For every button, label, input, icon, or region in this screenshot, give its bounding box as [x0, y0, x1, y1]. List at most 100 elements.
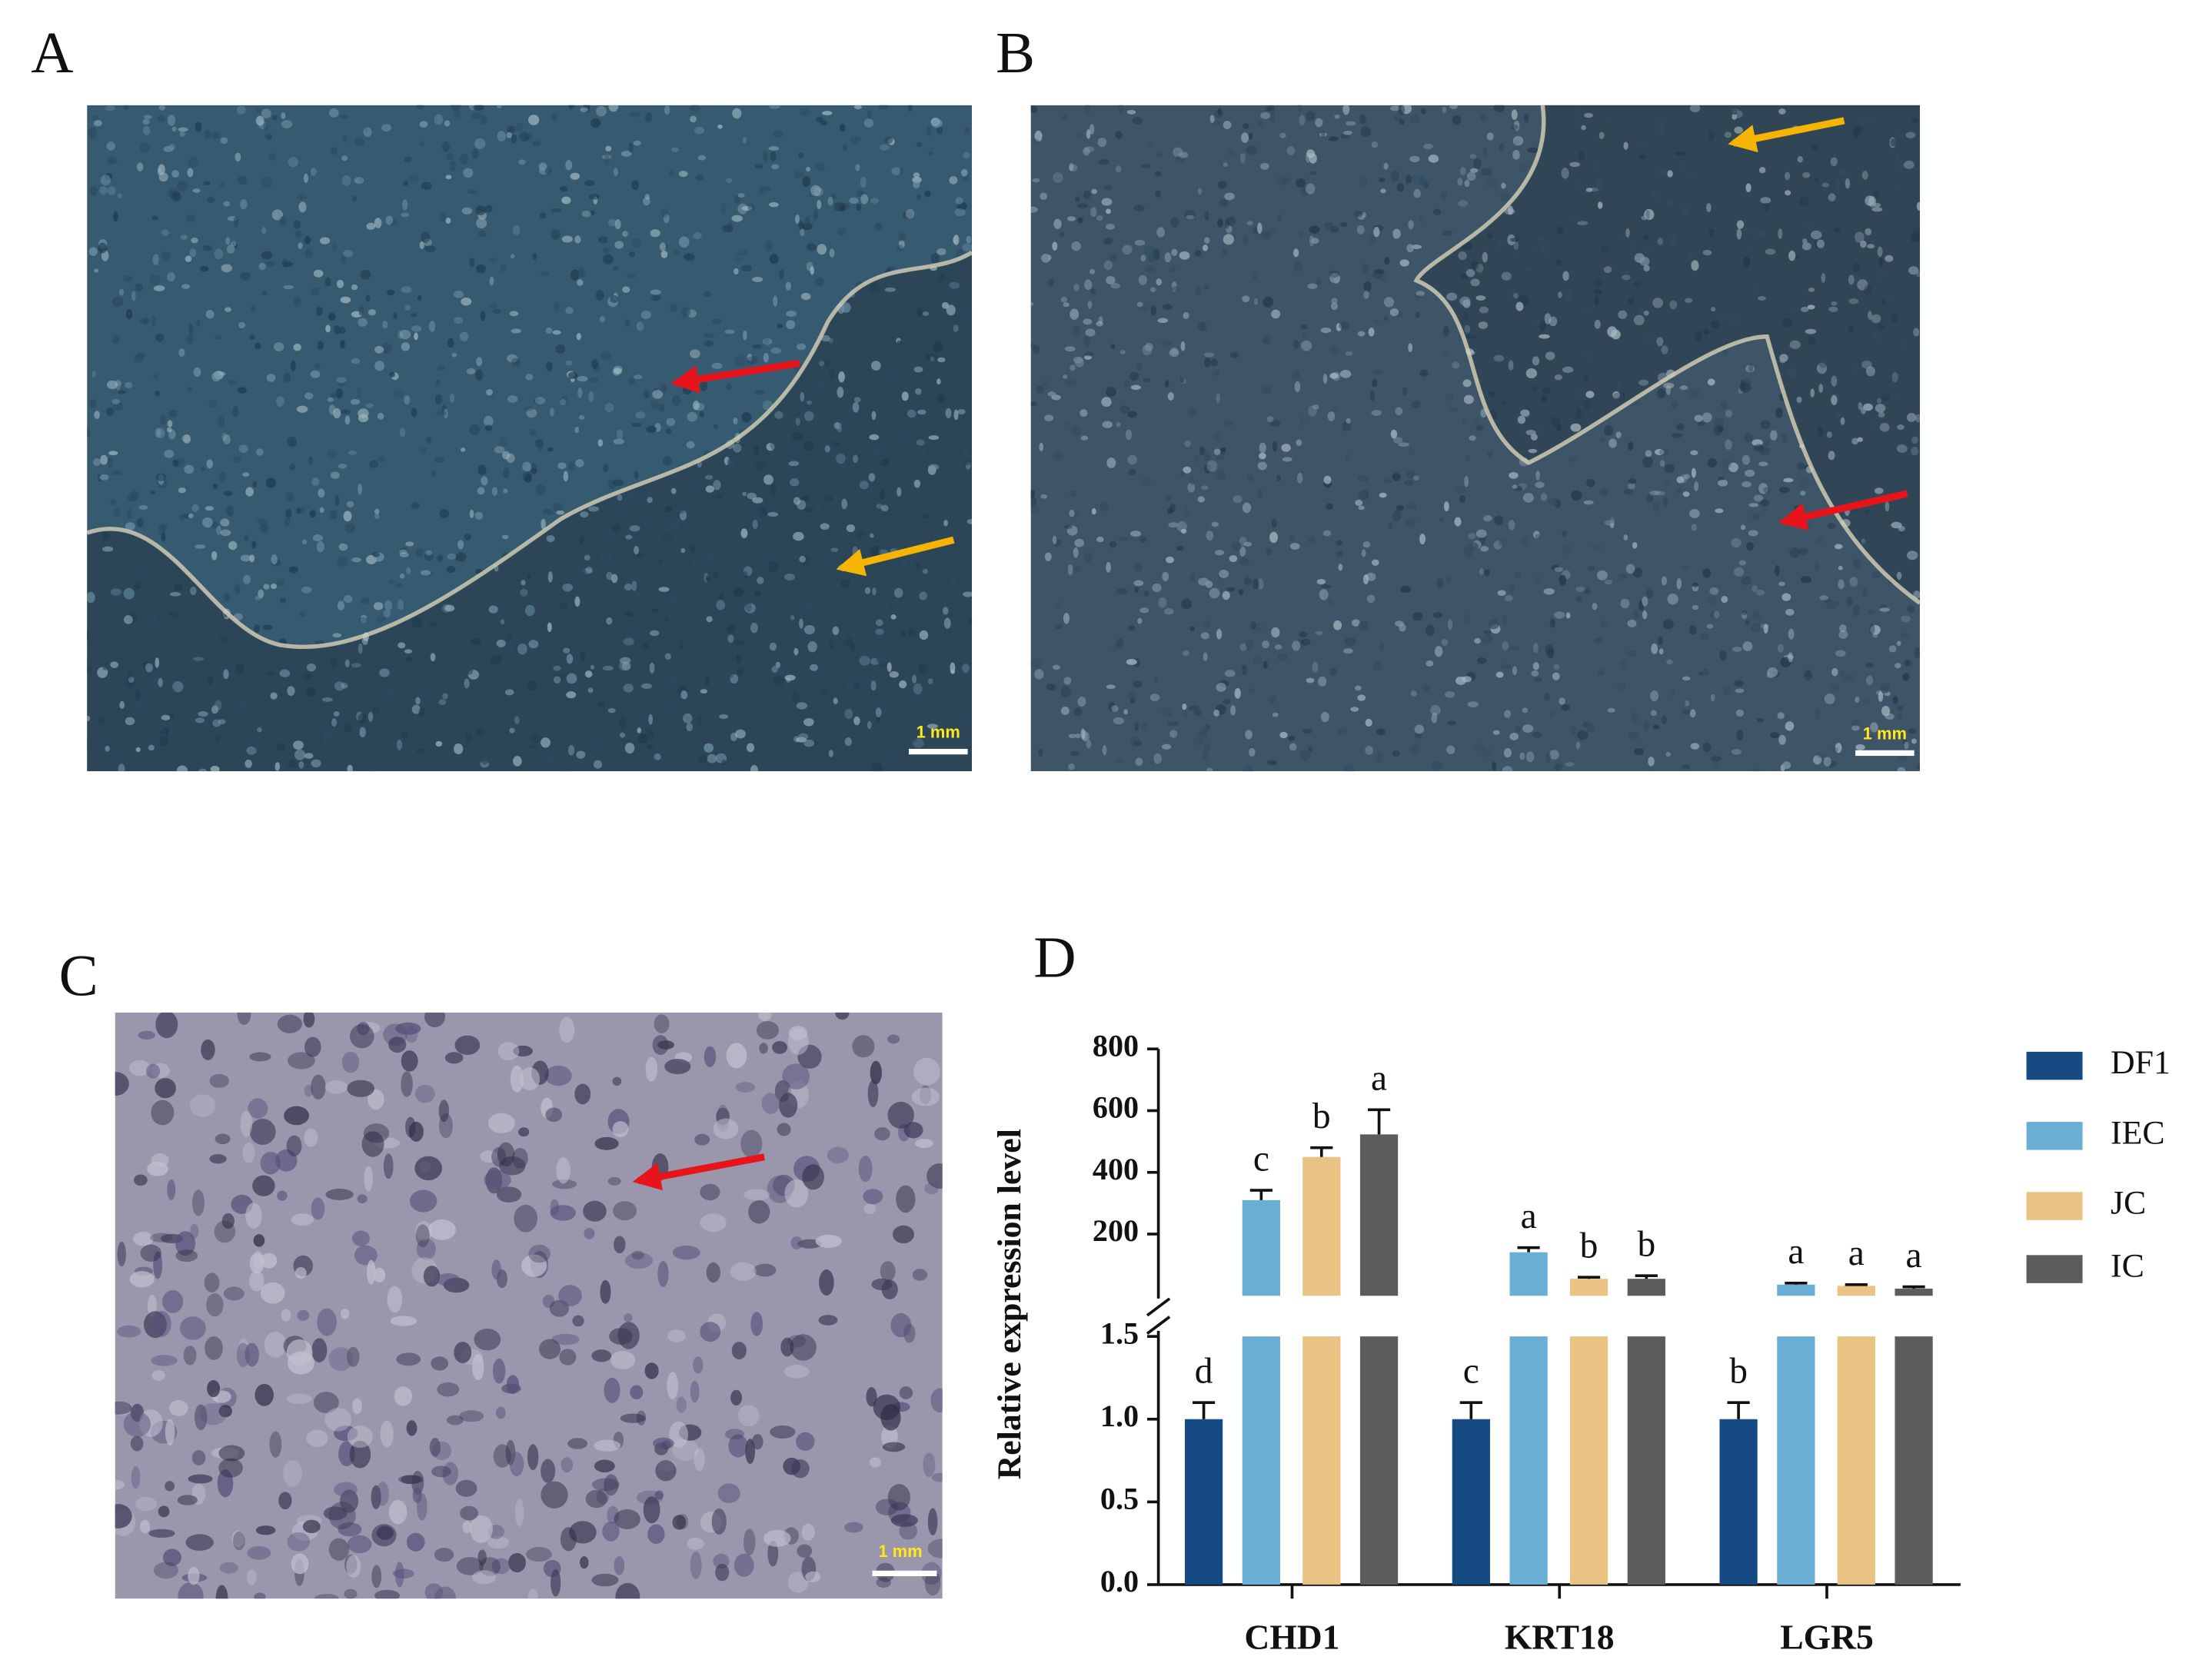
- cell: [1555, 259, 1562, 267]
- cell: [328, 1501, 356, 1530]
- cell: [513, 756, 522, 767]
- cell: [1897, 713, 1903, 720]
- cell: [1848, 325, 1855, 333]
- cell: [1307, 536, 1316, 544]
- cell: [1444, 690, 1455, 698]
- cell: [1835, 179, 1841, 189]
- cell: [899, 1522, 918, 1540]
- cell: [820, 334, 830, 342]
- cell: [1723, 687, 1732, 696]
- cell: [519, 131, 530, 142]
- cell: [704, 291, 711, 298]
- cell: [697, 155, 707, 161]
- cell: [791, 431, 803, 441]
- cell: [89, 186, 98, 196]
- cell: [1217, 571, 1224, 580]
- cell: [1387, 521, 1393, 531]
- cell: [381, 124, 392, 132]
- cell: [508, 1552, 526, 1572]
- cell: [311, 288, 320, 296]
- cell: [852, 1035, 875, 1058]
- cell: [1030, 505, 1040, 514]
- cell: [791, 691, 800, 703]
- cell: [1857, 279, 1868, 291]
- cell: [245, 1342, 259, 1367]
- cell: [1294, 381, 1301, 393]
- cell: [1326, 503, 1333, 511]
- cell: [342, 250, 354, 258]
- cell: [838, 371, 845, 383]
- cell: [1578, 151, 1585, 161]
- cell: [526, 408, 537, 418]
- cell: [1671, 433, 1683, 438]
- cell: [192, 188, 201, 193]
- cell: [1912, 226, 1920, 235]
- cell: [942, 607, 949, 615]
- cell: [541, 1459, 556, 1483]
- cell: [955, 197, 963, 205]
- cell: [328, 404, 336, 415]
- cell: [390, 1316, 418, 1326]
- cell: [168, 611, 179, 617]
- cell: [1321, 584, 1332, 589]
- cell: [822, 111, 833, 115]
- cell: [1153, 675, 1159, 684]
- cell: [135, 283, 143, 291]
- cell: [1369, 235, 1376, 245]
- cell: [1900, 632, 1909, 639]
- cell: [1915, 414, 1920, 423]
- cell: [680, 547, 686, 554]
- cell: [1562, 366, 1574, 374]
- cell: [296, 507, 301, 514]
- cell: [1211, 521, 1219, 527]
- cell: [408, 1121, 424, 1142]
- cell: [1161, 707, 1173, 717]
- cell: [757, 577, 764, 584]
- cell: [927, 1539, 943, 1559]
- cell: [261, 290, 268, 296]
- cell: [1707, 378, 1715, 386]
- cell: [1914, 231, 1920, 243]
- cell: [1896, 640, 1901, 647]
- cell: [486, 389, 494, 396]
- cell: [1493, 354, 1505, 362]
- cell: [605, 145, 612, 151]
- cell: [795, 418, 800, 426]
- cell: [1155, 190, 1161, 198]
- cell: [874, 1126, 890, 1141]
- cell: [488, 605, 498, 614]
- cell: [1767, 667, 1778, 677]
- cell: [587, 687, 594, 694]
- cell: [399, 552, 409, 557]
- cell: [1307, 283, 1318, 290]
- cell: [202, 517, 213, 528]
- cell: [178, 487, 186, 494]
- cell: [1570, 423, 1582, 432]
- cell: [1241, 132, 1249, 143]
- cell: [803, 411, 814, 421]
- cell: [306, 663, 317, 672]
- cell: [889, 670, 899, 678]
- cell: [1838, 630, 1848, 639]
- cell: [1867, 311, 1872, 320]
- cell: [1260, 385, 1272, 394]
- cell: [1432, 208, 1442, 215]
- cell: [1223, 420, 1235, 426]
- cell: [647, 690, 658, 698]
- cell: [966, 235, 972, 244]
- cell: [649, 630, 660, 637]
- cell: [1781, 432, 1788, 444]
- cell: [591, 1478, 620, 1492]
- cell: [1083, 318, 1093, 325]
- cell: [1299, 115, 1306, 126]
- cell: [1410, 690, 1417, 697]
- cell: [368, 1089, 384, 1110]
- cell: [1266, 760, 1278, 766]
- cell: [149, 274, 161, 285]
- cell: [1064, 421, 1072, 426]
- cell: [1788, 250, 1796, 261]
- cell: [1824, 694, 1835, 704]
- cell: [1266, 416, 1274, 423]
- cell: [630, 630, 642, 637]
- cell: [1197, 188, 1203, 195]
